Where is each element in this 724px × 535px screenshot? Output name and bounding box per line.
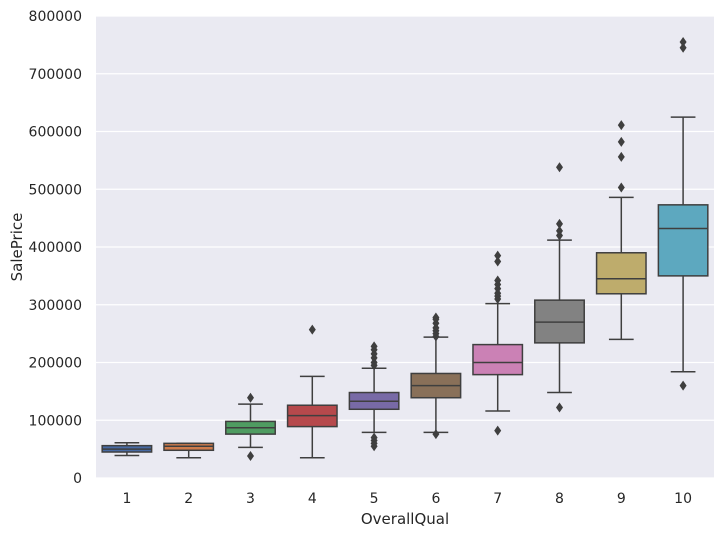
iqr-box xyxy=(657,204,709,277)
y-tick-label: 100000 xyxy=(29,413,82,429)
y-tick-label: 700000 xyxy=(29,67,82,83)
box-9 xyxy=(595,120,647,341)
outlier-point xyxy=(617,136,625,147)
x-tick-label: 7 xyxy=(493,491,502,507)
outlier-point xyxy=(494,425,502,436)
box-5 xyxy=(348,341,400,452)
x-tick-label: 1 xyxy=(122,491,131,507)
y-tick-labels: 0 100000 200000 300000 400000 500000 600000 700… xyxy=(29,9,82,487)
outlier-point xyxy=(308,324,316,335)
box-7 xyxy=(472,250,524,436)
y-tick-label: 0 xyxy=(73,471,82,487)
iqr-box xyxy=(472,343,524,376)
x-tick-label: 3 xyxy=(246,491,255,507)
outlier-point xyxy=(556,162,563,173)
outlier-point xyxy=(679,42,687,53)
box-1 xyxy=(101,442,153,457)
box-4 xyxy=(286,324,338,459)
grid-lines xyxy=(96,15,714,479)
x-tick-labels: 1 2 3 4 5 6 7 8 9 10 xyxy=(122,491,692,507)
outlier-point xyxy=(556,225,563,236)
outlier-point xyxy=(556,218,563,229)
outlier-point xyxy=(494,275,502,286)
outlier-point xyxy=(679,36,687,47)
outlier-point xyxy=(617,120,625,131)
outlier-point xyxy=(617,182,625,193)
y-tick-label: 400000 xyxy=(29,240,82,256)
outlier-point xyxy=(494,256,502,267)
outlier-point xyxy=(556,402,563,413)
box-2 xyxy=(163,442,215,459)
y-tick-label: 500000 xyxy=(29,182,82,198)
outlier-point xyxy=(432,429,440,440)
iqr-box xyxy=(595,252,647,295)
x-tick-label: 5 xyxy=(370,491,379,507)
outlier-point xyxy=(370,432,378,443)
box-8 xyxy=(534,162,585,413)
box-6 xyxy=(410,312,462,440)
outlier-point xyxy=(370,341,378,352)
x-tick-label: 4 xyxy=(308,491,317,507)
x-tick-label: 9 xyxy=(617,491,626,507)
outlier-point xyxy=(679,380,687,391)
outlier-point xyxy=(247,451,254,462)
y-tick-label: 600000 xyxy=(29,125,82,141)
x-tick-label: 8 xyxy=(555,491,564,507)
x-tick-label: 10 xyxy=(674,491,692,507)
outlier-point xyxy=(432,312,440,323)
y-tick-label: 300000 xyxy=(29,298,82,314)
box-3 xyxy=(225,392,276,462)
box-series xyxy=(101,36,709,462)
x-tick-label: 6 xyxy=(431,491,440,507)
outlier-point xyxy=(494,250,502,261)
x-tick-label: 2 xyxy=(184,491,193,507)
y-axis-label: SalePrice xyxy=(8,213,26,282)
y-tick-label: 800000 xyxy=(29,9,82,25)
box-10 xyxy=(657,36,709,391)
outlier-point xyxy=(247,392,254,403)
x-axis-label: OverallQual xyxy=(361,510,449,528)
outlier-point xyxy=(617,151,625,162)
y-tick-label: 200000 xyxy=(29,356,82,372)
